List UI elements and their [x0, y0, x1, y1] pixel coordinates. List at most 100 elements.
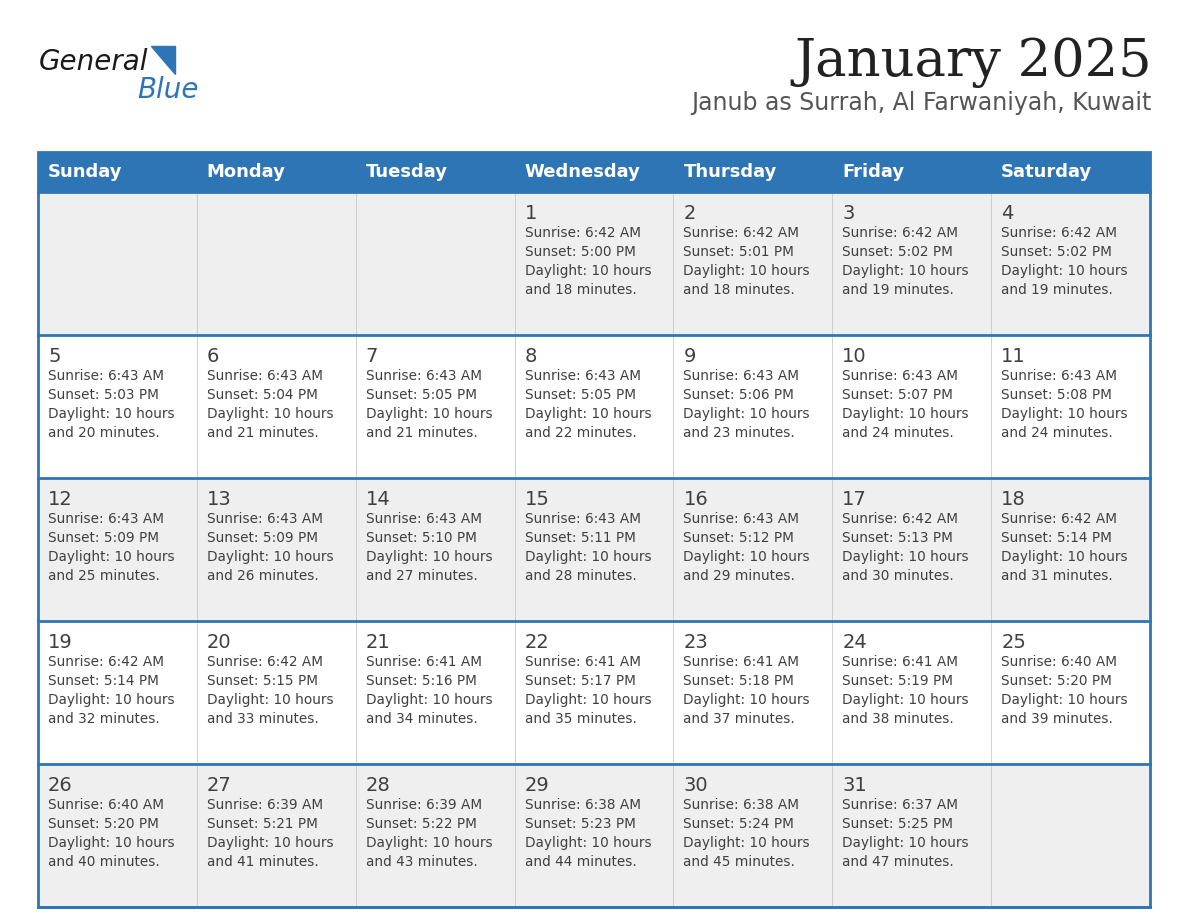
Text: Sunset: 5:02 PM: Sunset: 5:02 PM	[1001, 245, 1112, 259]
Text: and 23 minutes.: and 23 minutes.	[683, 426, 795, 440]
Text: 15: 15	[525, 490, 549, 509]
Text: and 44 minutes.: and 44 minutes.	[525, 855, 637, 869]
Text: 3: 3	[842, 204, 854, 223]
Bar	[514, 192, 674, 335]
Bar	[355, 764, 514, 907]
Text: Friday: Friday	[842, 163, 904, 181]
Text: Sunrise: 6:38 AM: Sunrise: 6:38 AM	[683, 798, 800, 812]
Text: and 18 minutes.: and 18 minutes.	[525, 283, 637, 297]
Text: 28: 28	[366, 776, 391, 795]
Text: and 33 minutes.: and 33 minutes.	[207, 712, 318, 726]
Bar	[197, 764, 355, 907]
Text: Sunset: 5:09 PM: Sunset: 5:09 PM	[48, 531, 159, 545]
Text: and 19 minutes.: and 19 minutes.	[1001, 283, 1113, 297]
Bar	[514, 621, 674, 764]
Text: and 37 minutes.: and 37 minutes.	[683, 712, 795, 726]
Bar	[674, 621, 833, 764]
Text: Sunrise: 6:37 AM: Sunrise: 6:37 AM	[842, 798, 959, 812]
Text: and 30 minutes.: and 30 minutes.	[842, 569, 954, 583]
Text: 17: 17	[842, 490, 867, 509]
Text: January 2025: January 2025	[795, 37, 1152, 87]
Text: Daylight: 10 hours: Daylight: 10 hours	[842, 550, 969, 564]
Bar	[38, 335, 197, 478]
Text: Sunset: 5:17 PM: Sunset: 5:17 PM	[525, 674, 636, 688]
Text: Sunset: 5:23 PM: Sunset: 5:23 PM	[525, 817, 636, 831]
Text: Sunset: 5:20 PM: Sunset: 5:20 PM	[1001, 674, 1112, 688]
Text: Daylight: 10 hours: Daylight: 10 hours	[48, 693, 175, 707]
Bar	[674, 192, 833, 335]
Text: and 47 minutes.: and 47 minutes.	[842, 855, 954, 869]
Text: Daylight: 10 hours: Daylight: 10 hours	[525, 264, 651, 278]
Text: 31: 31	[842, 776, 867, 795]
Text: General: General	[38, 48, 148, 76]
Text: Sunset: 5:06 PM: Sunset: 5:06 PM	[683, 388, 795, 402]
Text: 26: 26	[48, 776, 72, 795]
Text: Daylight: 10 hours: Daylight: 10 hours	[525, 407, 651, 421]
Text: Daylight: 10 hours: Daylight: 10 hours	[207, 836, 334, 850]
Bar	[38, 192, 197, 335]
Bar	[833, 478, 991, 621]
Text: and 22 minutes.: and 22 minutes.	[525, 426, 637, 440]
Text: Sunrise: 6:40 AM: Sunrise: 6:40 AM	[1001, 655, 1117, 669]
Bar	[38, 152, 1150, 907]
Text: Sunrise: 6:42 AM: Sunrise: 6:42 AM	[683, 226, 800, 240]
Text: Sunset: 5:25 PM: Sunset: 5:25 PM	[842, 817, 953, 831]
Bar	[833, 621, 991, 764]
Polygon shape	[151, 46, 175, 74]
Bar	[514, 764, 674, 907]
Text: and 43 minutes.: and 43 minutes.	[366, 855, 478, 869]
Bar	[355, 478, 514, 621]
Text: Sunrise: 6:41 AM: Sunrise: 6:41 AM	[525, 655, 640, 669]
Text: and 45 minutes.: and 45 minutes.	[683, 855, 795, 869]
Text: Sunset: 5:01 PM: Sunset: 5:01 PM	[683, 245, 795, 259]
Text: Sunset: 5:02 PM: Sunset: 5:02 PM	[842, 245, 953, 259]
Text: 25: 25	[1001, 633, 1026, 652]
Bar	[991, 478, 1150, 621]
Text: Daylight: 10 hours: Daylight: 10 hours	[1001, 264, 1127, 278]
Text: and 21 minutes.: and 21 minutes.	[207, 426, 318, 440]
Text: and 35 minutes.: and 35 minutes.	[525, 712, 637, 726]
Bar	[514, 152, 674, 192]
Text: Sunset: 5:24 PM: Sunset: 5:24 PM	[683, 817, 795, 831]
Text: Sunrise: 6:40 AM: Sunrise: 6:40 AM	[48, 798, 164, 812]
Text: Sunset: 5:20 PM: Sunset: 5:20 PM	[48, 817, 159, 831]
Text: Sunrise: 6:41 AM: Sunrise: 6:41 AM	[683, 655, 800, 669]
Text: Daylight: 10 hours: Daylight: 10 hours	[48, 407, 175, 421]
Text: Daylight: 10 hours: Daylight: 10 hours	[842, 407, 969, 421]
Text: Sunrise: 6:43 AM: Sunrise: 6:43 AM	[366, 369, 481, 383]
Text: 22: 22	[525, 633, 549, 652]
Text: and 32 minutes.: and 32 minutes.	[48, 712, 159, 726]
Bar	[355, 335, 514, 478]
Text: 30: 30	[683, 776, 708, 795]
Text: Janub as Surrah, Al Farwaniyah, Kuwait: Janub as Surrah, Al Farwaniyah, Kuwait	[691, 91, 1152, 115]
Bar	[197, 335, 355, 478]
Text: Sunrise: 6:38 AM: Sunrise: 6:38 AM	[525, 798, 640, 812]
Text: Sunset: 5:22 PM: Sunset: 5:22 PM	[366, 817, 476, 831]
Text: Sunrise: 6:42 AM: Sunrise: 6:42 AM	[525, 226, 640, 240]
Text: Daylight: 10 hours: Daylight: 10 hours	[207, 550, 334, 564]
Text: Tuesday: Tuesday	[366, 163, 448, 181]
Text: Daylight: 10 hours: Daylight: 10 hours	[1001, 407, 1127, 421]
Text: Daylight: 10 hours: Daylight: 10 hours	[683, 836, 810, 850]
Text: Sunrise: 6:43 AM: Sunrise: 6:43 AM	[525, 369, 640, 383]
Text: Sunrise: 6:43 AM: Sunrise: 6:43 AM	[207, 369, 323, 383]
Text: 21: 21	[366, 633, 391, 652]
Bar	[674, 335, 833, 478]
Bar	[991, 335, 1150, 478]
Text: and 34 minutes.: and 34 minutes.	[366, 712, 478, 726]
Bar	[514, 335, 674, 478]
Text: Daylight: 10 hours: Daylight: 10 hours	[366, 836, 492, 850]
Text: 11: 11	[1001, 347, 1026, 366]
Text: 1: 1	[525, 204, 537, 223]
Text: Sunrise: 6:39 AM: Sunrise: 6:39 AM	[207, 798, 323, 812]
Text: Sunrise: 6:41 AM: Sunrise: 6:41 AM	[366, 655, 481, 669]
Bar	[197, 621, 355, 764]
Text: Daylight: 10 hours: Daylight: 10 hours	[683, 693, 810, 707]
Text: Daylight: 10 hours: Daylight: 10 hours	[366, 693, 492, 707]
Text: Daylight: 10 hours: Daylight: 10 hours	[842, 693, 969, 707]
Text: Sunset: 5:13 PM: Sunset: 5:13 PM	[842, 531, 953, 545]
Text: Sunrise: 6:39 AM: Sunrise: 6:39 AM	[366, 798, 482, 812]
Text: Sunrise: 6:42 AM: Sunrise: 6:42 AM	[1001, 226, 1117, 240]
Text: and 24 minutes.: and 24 minutes.	[1001, 426, 1113, 440]
Bar	[197, 192, 355, 335]
